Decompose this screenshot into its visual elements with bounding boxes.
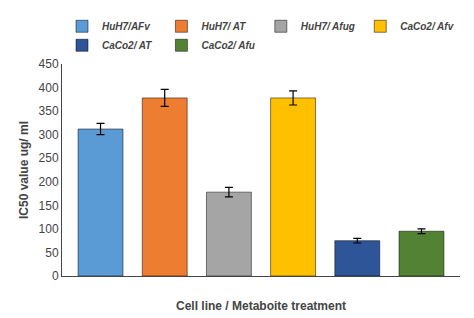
svg-text:150: 150 — [39, 199, 59, 213]
svg-text:250: 250 — [39, 151, 59, 165]
svg-text:100: 100 — [39, 222, 59, 236]
svg-text:HuH7/ Afug: HuH7/ Afug — [301, 21, 355, 32]
svg-text:350: 350 — [39, 104, 59, 118]
svg-text:400: 400 — [39, 81, 59, 95]
svg-text:CaCo2/ AT: CaCo2/ AT — [102, 40, 152, 51]
svg-text:HuH7/AFv: HuH7/AFv — [102, 21, 151, 32]
svg-text:0: 0 — [52, 269, 59, 283]
svg-text:CaCo2/ Afv: CaCo2/ Afv — [400, 21, 454, 32]
svg-text:CaCo2/ Afu: CaCo2/ Afu — [201, 40, 255, 51]
svg-text:450: 450 — [39, 57, 59, 71]
svg-text:200: 200 — [39, 175, 59, 189]
svg-text:300: 300 — [39, 128, 59, 142]
svg-text:IC50 value ug/ ml: IC50 value ug/ ml — [17, 121, 31, 219]
svg-text:Cell line / Metaboite treatmen: Cell line / Metaboite treatment — [176, 299, 346, 313]
svg-text:50: 50 — [45, 246, 59, 260]
svg-text:HuH7/ AT: HuH7/ AT — [201, 21, 246, 32]
